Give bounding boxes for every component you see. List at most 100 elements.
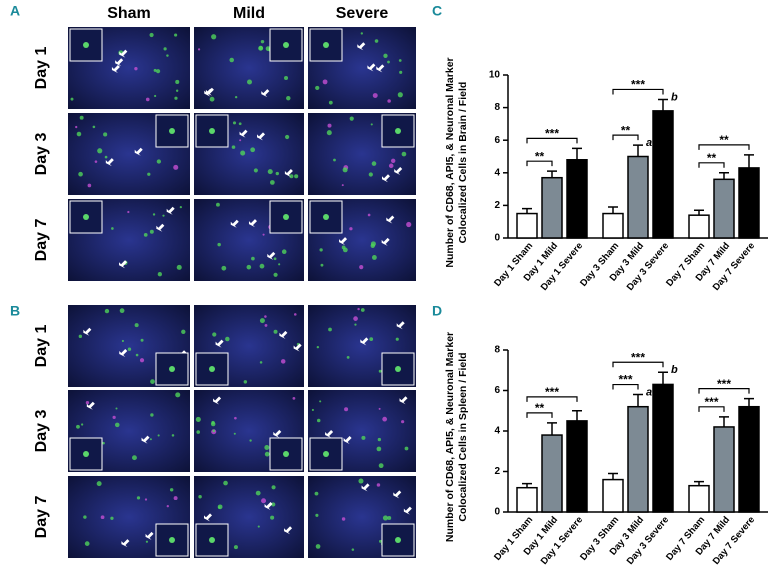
y-tick-label: 0	[494, 507, 500, 518]
fluorescent-cell	[127, 210, 130, 214]
arrow	[325, 429, 334, 438]
arrow	[399, 396, 408, 405]
inset-cell	[169, 128, 175, 134]
micrograph	[194, 113, 304, 195]
row-label: Day 1	[33, 325, 50, 368]
fluorescent-cell	[149, 438, 152, 441]
fluorescent-cell	[341, 184, 344, 187]
y-tick-label: 6	[494, 135, 500, 146]
fluorescent-cell	[104, 155, 108, 159]
fluorescent-cell	[346, 356, 350, 359]
arrow	[248, 219, 257, 228]
fluorescent-cell	[243, 380, 248, 384]
fluorescent-cell	[374, 39, 379, 43]
arrow	[376, 64, 385, 73]
panel-letter: A	[10, 3, 20, 19]
fluorescent-cell	[100, 515, 105, 520]
fluorescent-cell	[246, 264, 252, 270]
fluorescent-cell	[281, 249, 287, 255]
fluorescent-cell	[333, 158, 336, 162]
inset-cell	[83, 214, 89, 220]
fluorescent-cell	[378, 407, 381, 410]
micrograph	[194, 27, 304, 109]
arrow	[293, 343, 302, 352]
micrograph	[308, 305, 416, 387]
significance-label: ***	[545, 385, 559, 399]
significance-bracket	[526, 160, 553, 167]
error-bar	[694, 209, 704, 216]
fluorescent-cell	[83, 515, 87, 519]
fluorescent-cell	[145, 540, 149, 543]
bar	[566, 159, 588, 239]
fluorescent-cell	[135, 353, 139, 357]
fluorescent-cell	[257, 525, 260, 528]
micrograph	[308, 199, 416, 281]
fluorescent-cell	[152, 213, 156, 216]
fluorescent-cell	[131, 455, 137, 461]
fluorescent-cell	[144, 498, 148, 501]
fluorescent-cell	[354, 323, 357, 326]
fluorescent-cell	[378, 369, 382, 373]
significance-label: **	[535, 401, 545, 415]
bar	[713, 426, 735, 513]
fluorescent-cell	[134, 323, 139, 328]
arrow	[213, 396, 222, 405]
error-bar	[658, 98, 668, 111]
fluorescent-cell	[349, 227, 353, 231]
arrow	[284, 526, 293, 535]
fluorescent-cell	[97, 148, 103, 154]
significance-label: **	[535, 149, 545, 163]
y-tick-label: 2	[494, 466, 500, 477]
error-bar	[522, 207, 532, 214]
fluorescent-cell	[195, 416, 201, 422]
fluorescent-cell	[370, 243, 375, 248]
micrograph	[308, 113, 416, 195]
fluorescent-cell	[273, 257, 277, 261]
inset-cell	[323, 451, 329, 457]
fluorescent-cell	[314, 491, 319, 496]
fluorescent-cell	[233, 432, 236, 435]
fluorescent-cell	[388, 163, 394, 169]
fluorescent-cell	[273, 329, 278, 334]
y-tick-label: 0	[494, 233, 500, 244]
column-label: Severe	[336, 5, 389, 22]
fluorescent-cell	[76, 424, 80, 429]
fluorescent-cell	[387, 60, 390, 64]
fluorescent-cell	[162, 214, 165, 217]
fluorescent-cell	[258, 45, 264, 51]
fluorescent-cell	[399, 70, 403, 74]
fluorescent-cell	[267, 169, 273, 175]
fluorescent-cell	[136, 496, 141, 500]
significance-label: **	[621, 123, 631, 137]
fluorescent-cell	[360, 32, 363, 35]
bar	[652, 110, 674, 239]
fluorescent-cell	[377, 437, 382, 442]
arrow	[393, 490, 402, 499]
arrow	[394, 167, 403, 176]
panel-letter: B	[10, 303, 20, 319]
bar	[652, 383, 674, 513]
fluorescent-cell	[341, 517, 346, 521]
fluorescent-cell	[251, 256, 255, 261]
fluorescent-cell	[197, 48, 201, 51]
micrograph	[194, 476, 304, 558]
fluorescent-cell	[169, 488, 174, 492]
error-bar	[633, 144, 643, 157]
arrow	[134, 147, 143, 156]
bar	[688, 484, 710, 513]
arrow	[86, 401, 95, 410]
fluorescent-cell	[260, 39, 265, 44]
fluorescent-cell	[175, 392, 181, 398]
significance-bracket	[698, 388, 750, 394]
bar	[713, 178, 735, 239]
inset-cell	[209, 537, 215, 543]
bar	[627, 155, 649, 239]
fluorescent-cell	[264, 444, 270, 450]
fluorescent-cell	[322, 79, 328, 85]
fluorescent-cell	[404, 446, 409, 451]
fluorescent-cell	[102, 441, 105, 445]
significance-label: ***	[618, 373, 632, 387]
fluorescent-cell	[383, 53, 388, 58]
arrow	[105, 158, 114, 167]
fluorescent-cell	[173, 164, 179, 170]
